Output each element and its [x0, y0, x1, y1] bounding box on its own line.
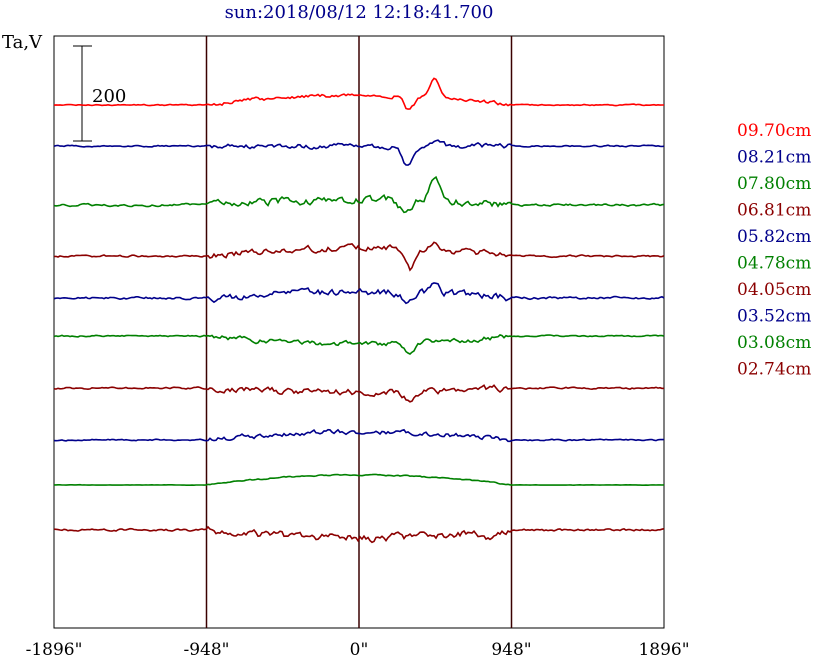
legend-entry-03.52cm: 03.52cm — [737, 307, 811, 327]
x-tick-label-3: 948" — [491, 640, 531, 660]
legend-entry-05.82cm: 05.82cm — [737, 227, 811, 247]
x-tick-label-2: 0" — [350, 640, 369, 660]
series-line-02.74cm — [53, 525, 665, 544]
legend-entry-08.21cm: 08.21cm — [737, 148, 811, 168]
series-line-09.70cm — [53, 77, 664, 110]
series-line-06.81cm — [53, 241, 665, 272]
series-line-05.82cm — [53, 282, 665, 305]
legend: 09.70cm 08.21cm 07.80cm 06.81cm 05.82cm 04.78… — [737, 121, 811, 380]
series-line-07.80cm — [53, 175, 665, 214]
y-axis-label: Ta,V — [2, 32, 43, 53]
x-tick-label-0: -1896" — [26, 640, 83, 660]
legend-entry-04.78cm: 04.78cm — [737, 254, 811, 274]
x-tick-label-1: -948" — [183, 640, 229, 660]
x-tick-label-4: 1896" — [638, 640, 689, 660]
legend-entry-09.70cm: 09.70cm — [737, 121, 811, 141]
legend-entry-06.81cm: 06.81cm — [737, 201, 811, 221]
scale-bar-label: 200 — [92, 86, 126, 107]
series-line-03.52cm — [53, 428, 665, 443]
series-lines — [53, 77, 665, 544]
series-line-04.05cm — [53, 384, 665, 403]
legend-entry-07.80cm: 07.80cm — [737, 174, 811, 194]
series-line-03.08cm — [54, 473, 665, 487]
series-line-04.78cm — [53, 333, 665, 355]
legend-entry-03.08cm: 03.08cm — [737, 333, 811, 353]
chart-title: sun:2018/08/12 12:18:41.700 — [225, 2, 494, 23]
scale-bar: 200 — [73, 45, 126, 142]
series-line-08.21cm — [53, 139, 665, 166]
x-tick-labels: -1896" -948" 0" 948" 1896" — [26, 640, 690, 660]
legend-entry-02.74cm: 02.74cm — [737, 360, 811, 380]
legend-entry-04.05cm: 04.05cm — [737, 280, 811, 300]
